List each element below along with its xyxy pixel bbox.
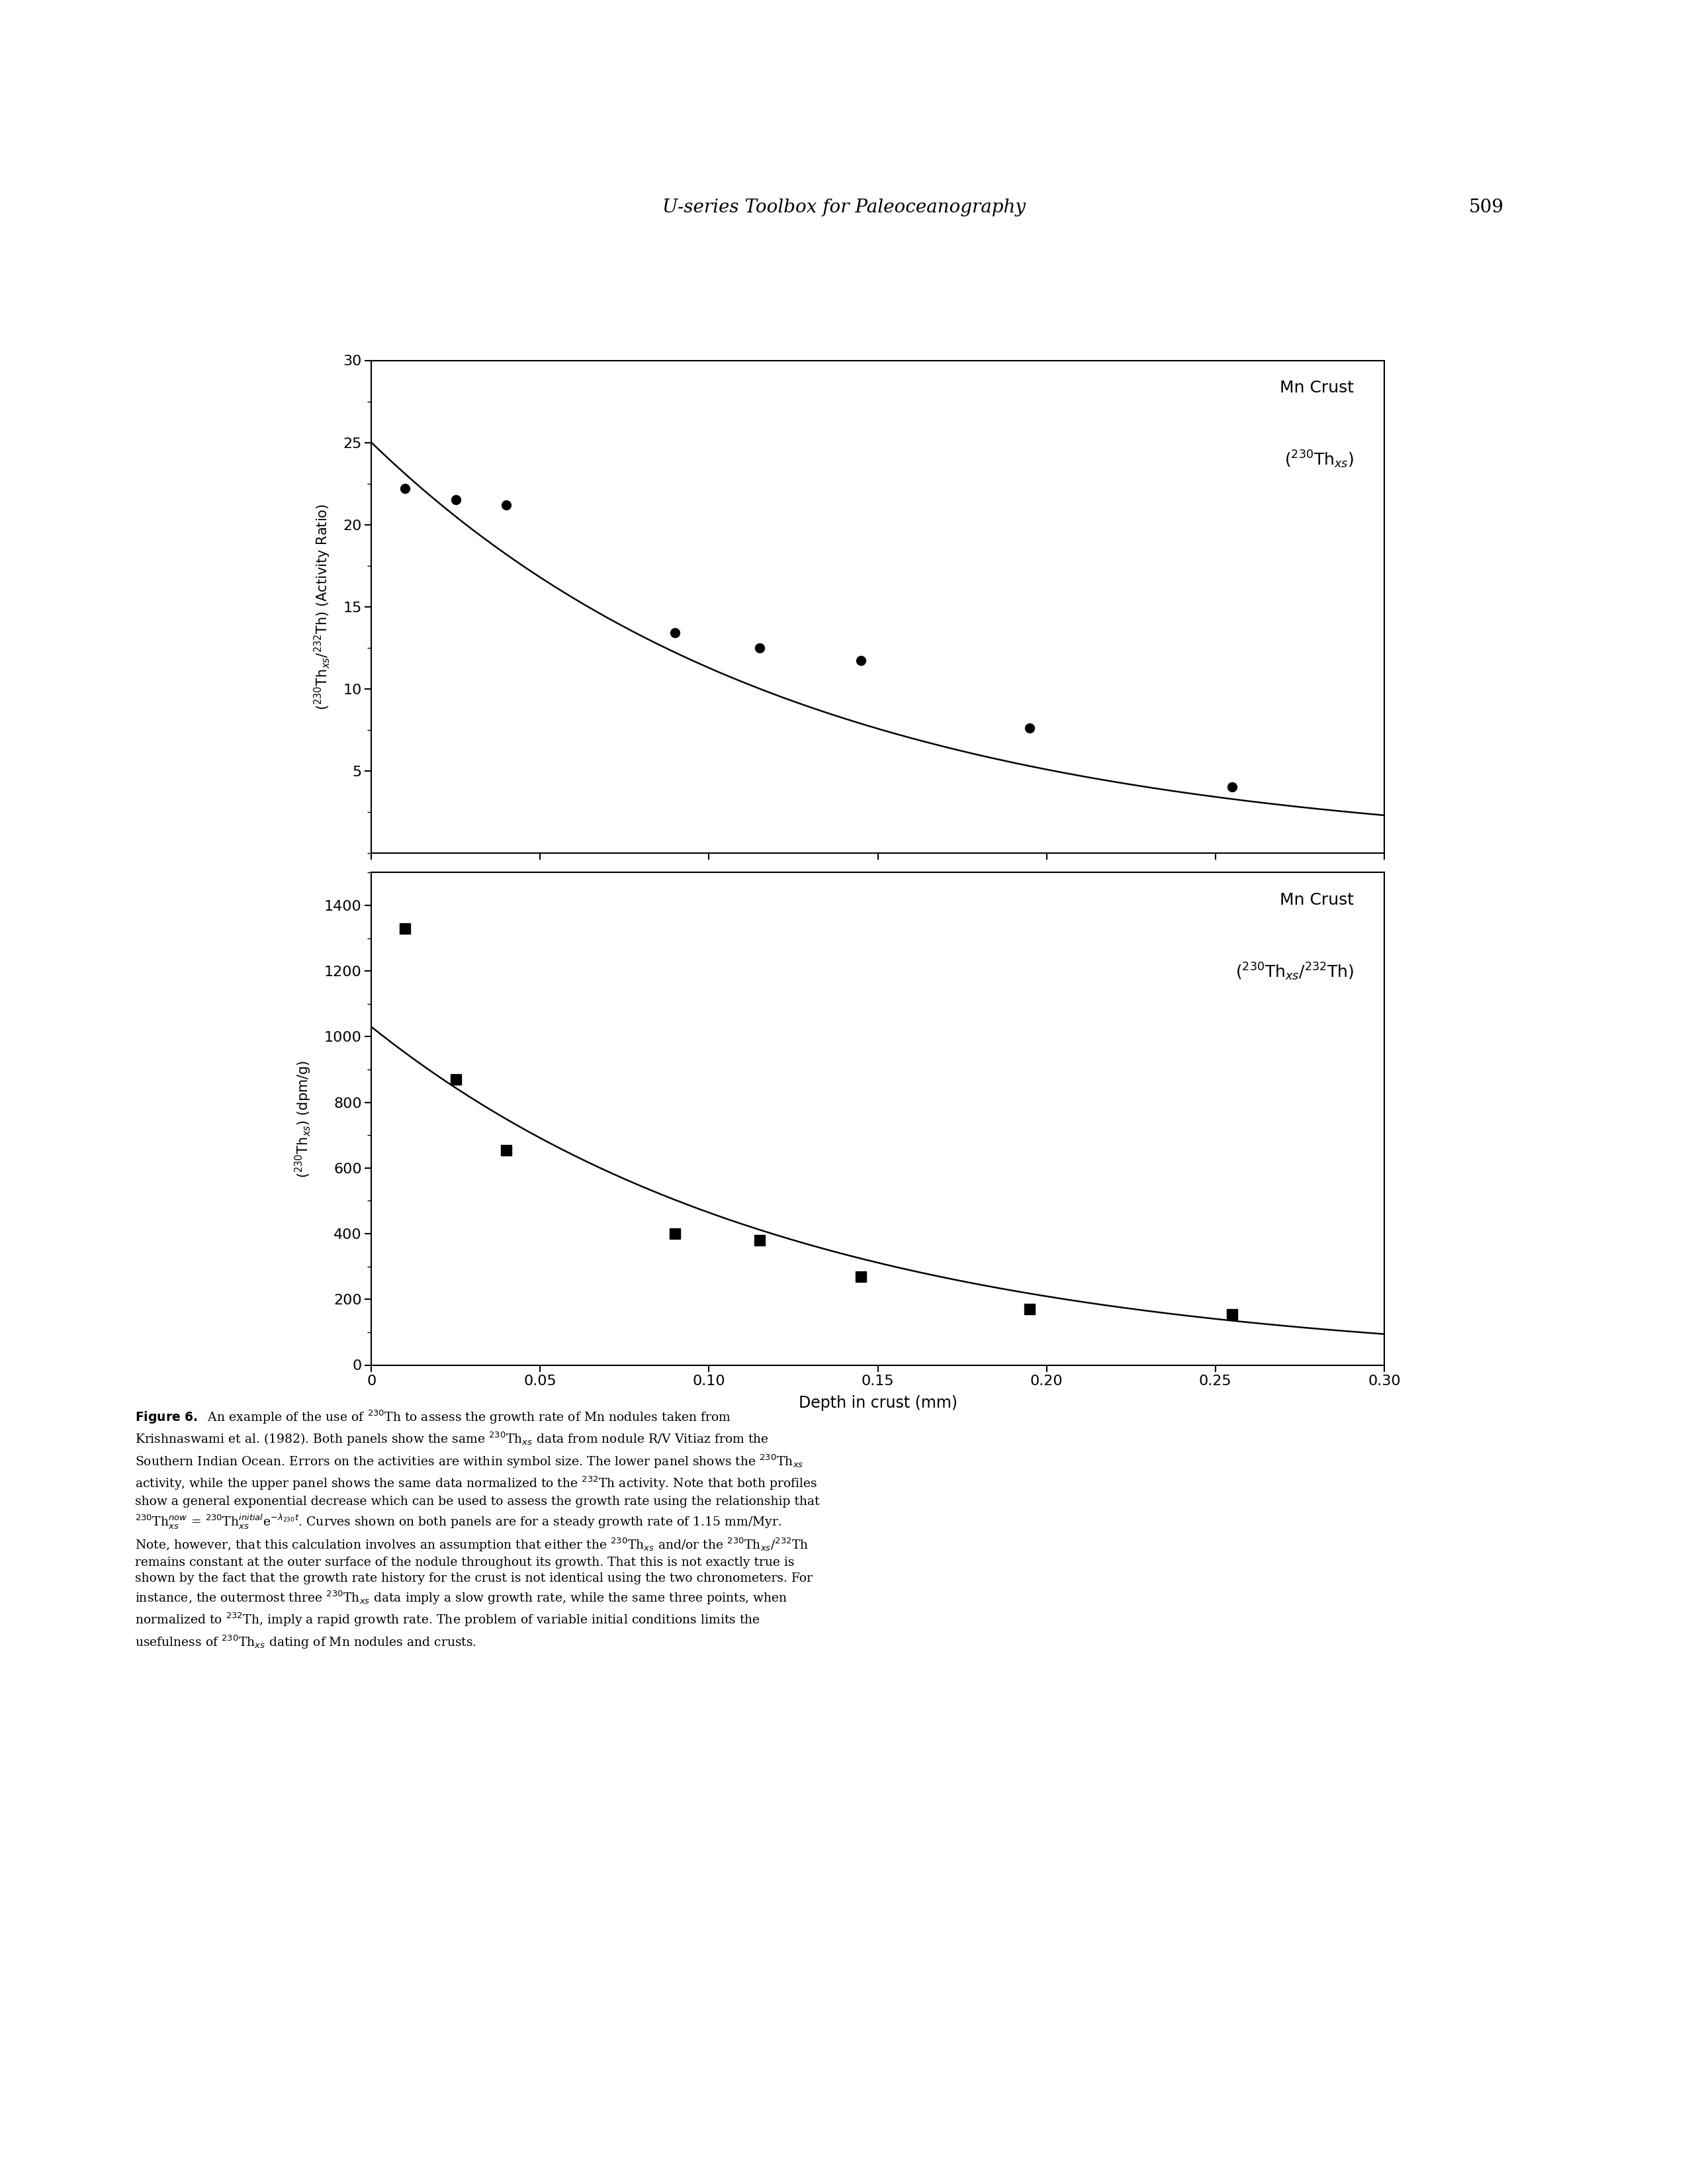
- Y-axis label: ($^{230}$Th$_{xs}$/$^{232}$Th) (Activity Ratio): ($^{230}$Th$_{xs}$/$^{232}$Th) (Activity…: [312, 502, 333, 710]
- Text: ($^{230}$Th$_{xs}$/$^{232}$Th): ($^{230}$Th$_{xs}$/$^{232}$Th): [1236, 961, 1354, 983]
- Text: $\mathbf{Figure\ 6.}$  An example of the use of $^{230}$Th to assess the growth : $\mathbf{Figure\ 6.}$ An example of the …: [135, 1409, 820, 1651]
- Text: Mn Crust: Mn Crust: [1280, 893, 1354, 909]
- X-axis label: Depth in crust (mm): Depth in crust (mm): [798, 1396, 957, 1411]
- Text: ($^{230}$Th$_{xs}$): ($^{230}$Th$_{xs}$): [1285, 450, 1354, 470]
- Text: 509: 509: [1469, 199, 1504, 216]
- Text: U-series Toolbox for Paleoceanography: U-series Toolbox for Paleoceanography: [662, 199, 1026, 216]
- Y-axis label: ($^{230}$Th$_{xs}$) (dpm/g): ($^{230}$Th$_{xs}$) (dpm/g): [294, 1059, 312, 1177]
- Text: Mn Crust: Mn Crust: [1280, 380, 1354, 395]
